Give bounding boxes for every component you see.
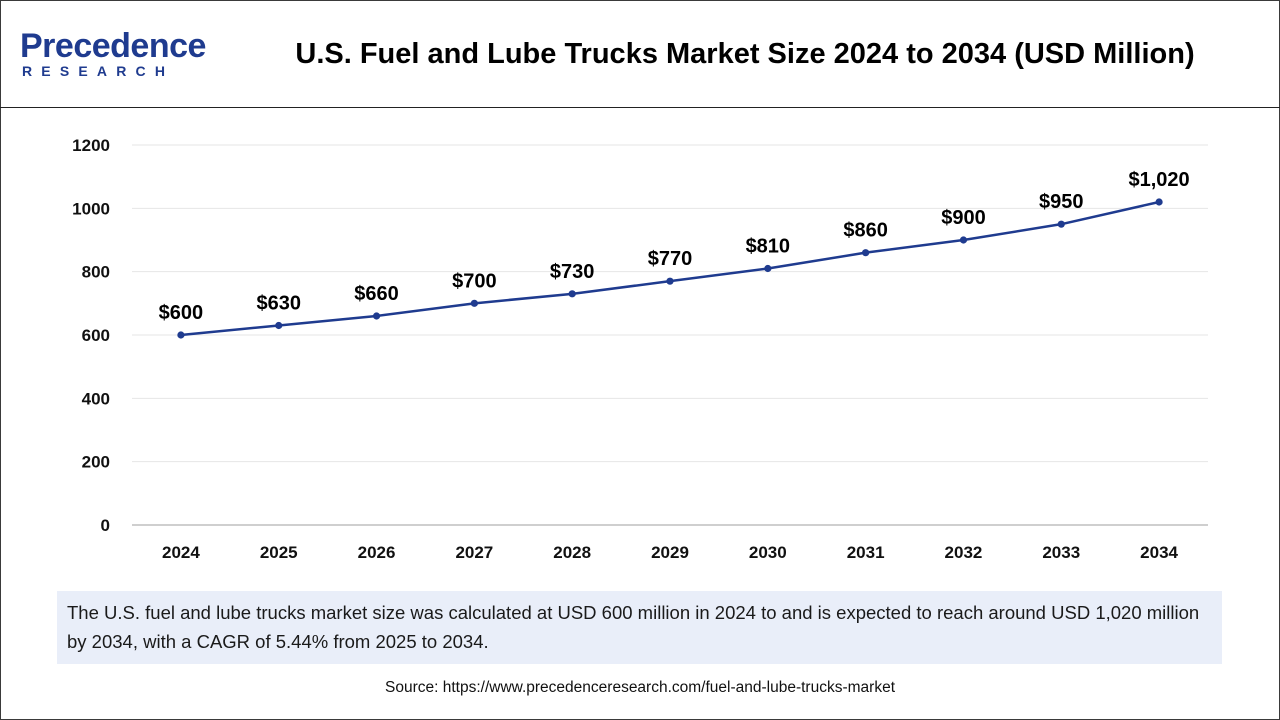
- y-tick-label: 0: [101, 516, 110, 535]
- data-label: $1,020: [1129, 169, 1190, 191]
- data-label: $950: [1039, 191, 1084, 213]
- gridlines: [132, 144, 1208, 463]
- data-point: [568, 290, 576, 298]
- data-label: $770: [648, 248, 693, 270]
- header: Precedence RESEARCH U.S. Fuel and Lube T…: [0, 0, 1280, 108]
- source-link[interactable]: Source: https://www.precedenceresearch.c…: [385, 679, 895, 696]
- data-point: [666, 277, 674, 285]
- data-labels: $600 $630 $660 $700 $730 $770 $810 $860 $900 $950…: [159, 169, 1190, 324]
- data-point: [1057, 220, 1065, 228]
- x-tick-label: 2033: [1042, 543, 1080, 562]
- data-point: [372, 312, 381, 320]
- data-label: $730: [550, 261, 595, 283]
- x-tick-label: 2026: [358, 543, 396, 562]
- data-point: [959, 236, 968, 244]
- x-tick-label: 2031: [847, 543, 885, 562]
- y-tick-label: 1000: [72, 199, 110, 218]
- x-axis: 2024 2025 2026 2027 2028 2029 2030 2031 2032 2033…: [132, 524, 1208, 562]
- logo-wordmark: Precedence: [20, 27, 206, 65]
- logo-subtitle: RESEARCH: [22, 63, 175, 79]
- data-label: $860: [843, 220, 888, 242]
- data-label: $810: [746, 236, 791, 258]
- y-axis: 0 200 400 600 800 1000 1200: [72, 136, 110, 535]
- chart-title: U.S. Fuel and Lube Trucks Market Size 20…: [295, 38, 1195, 70]
- data-point: [764, 264, 772, 273]
- data-label: $900: [941, 207, 986, 229]
- data-label: $660: [354, 283, 399, 305]
- data-point: [1155, 198, 1163, 206]
- y-tick-label: 200: [82, 453, 110, 472]
- data-label: $600: [159, 302, 204, 324]
- data-point: [470, 299, 478, 307]
- data-point: [862, 249, 870, 257]
- data-point: [177, 331, 185, 339]
- data-label: $700: [452, 270, 497, 292]
- y-tick-label: 400: [82, 389, 110, 408]
- x-tick-label: 2034: [1140, 543, 1178, 562]
- y-tick-label: 600: [82, 326, 110, 345]
- brand-logo: Precedence RESEARCH: [20, 26, 220, 86]
- y-tick-label: 1200: [72, 136, 110, 155]
- x-tick-label: 2024: [162, 543, 200, 562]
- x-tick-label: 2029: [651, 543, 689, 562]
- x-tick-label: 2027: [455, 543, 493, 562]
- x-tick-label: 2030: [749, 543, 787, 562]
- x-tick-label: 2025: [260, 543, 298, 562]
- data-point: [275, 321, 283, 330]
- series-market-size: [177, 198, 1163, 339]
- summary-box: The U.S. fuel and lube trucks market siz…: [57, 591, 1222, 664]
- x-tick-label: 2028: [553, 543, 591, 562]
- x-tick-label: 2032: [945, 543, 983, 562]
- data-label: $630: [256, 293, 301, 315]
- y-tick-label: 800: [82, 263, 110, 282]
